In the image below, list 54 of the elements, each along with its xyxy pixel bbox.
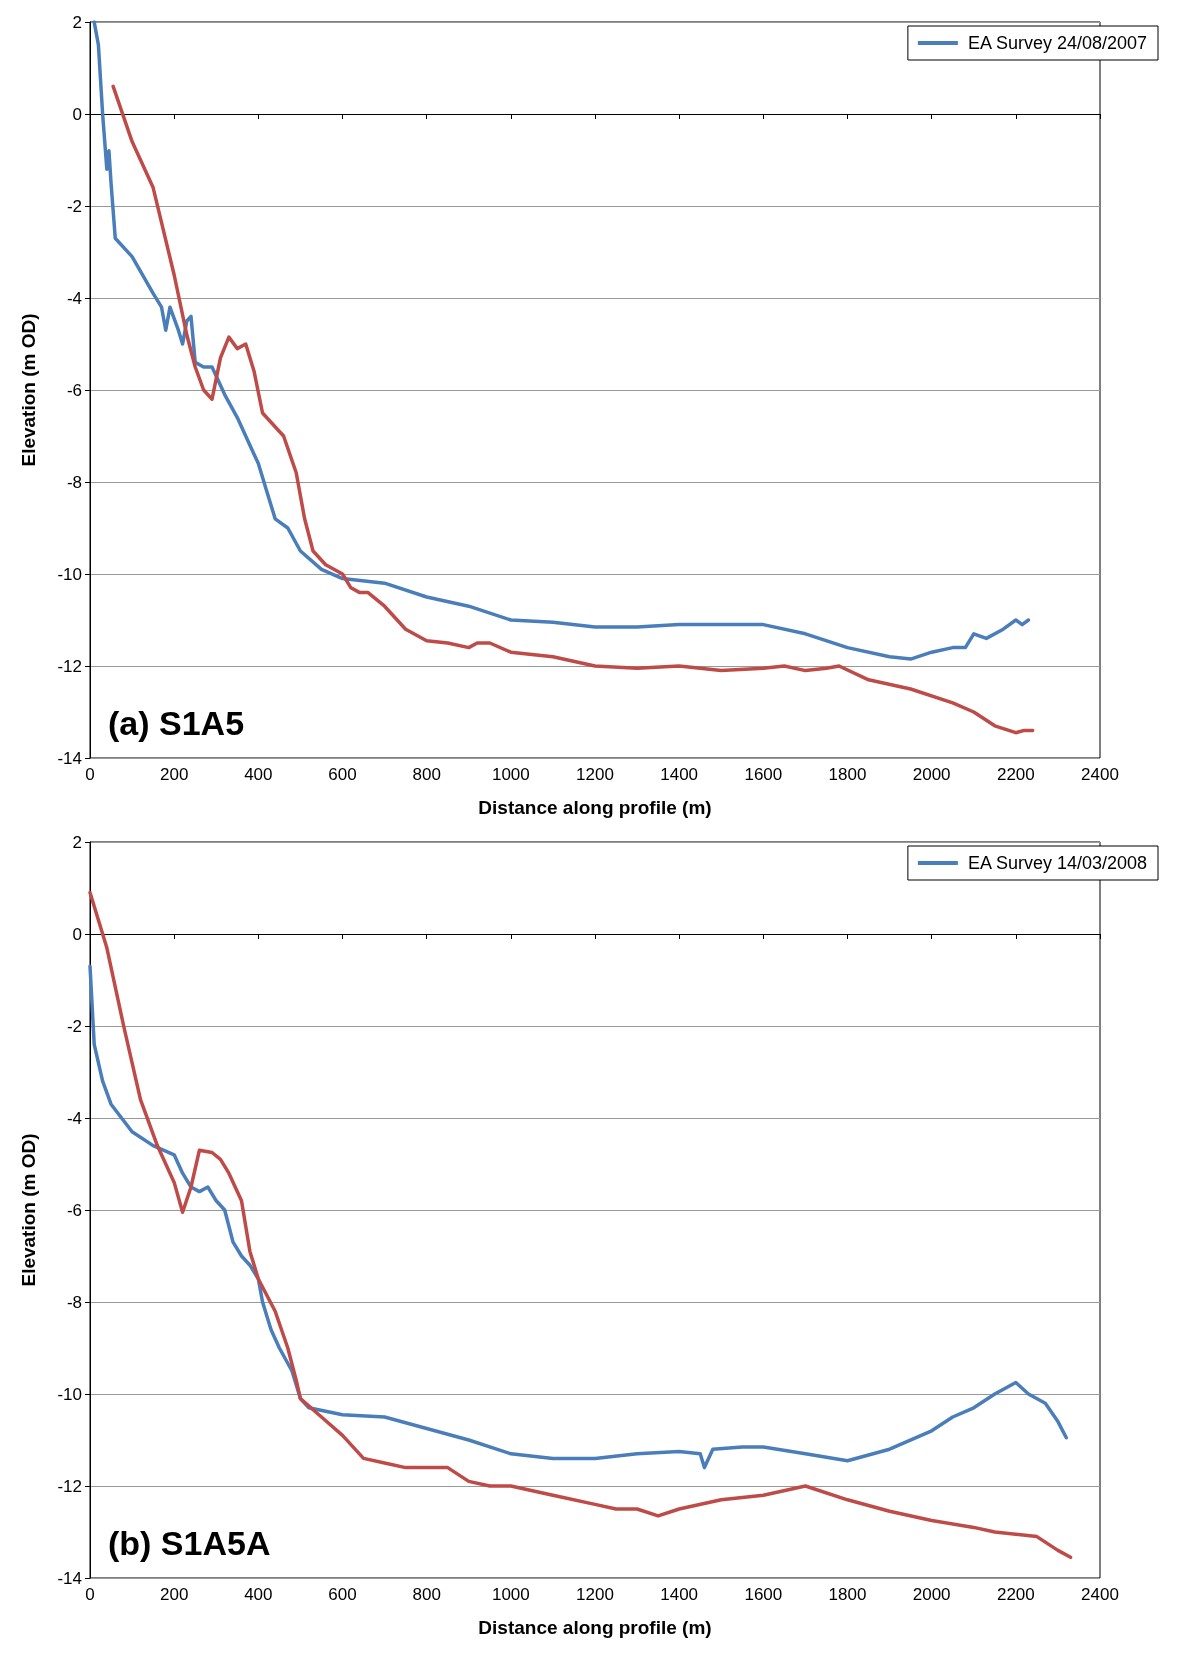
x-tick-label: 1600 <box>744 1585 783 1604</box>
y-tick-label: -12 <box>57 1476 82 1496</box>
y-tick-label: -6 <box>66 1200 82 1220</box>
y-tick-label: -10 <box>57 564 82 584</box>
x-tick-label: 1400 <box>660 1585 699 1604</box>
x-tick-label: 1800 <box>828 765 867 784</box>
x-tick-label: 2000 <box>912 765 951 784</box>
y-tick-label: -14 <box>57 748 82 768</box>
x-tick-label: 400 <box>244 1585 273 1604</box>
x-tick-label: 2200 <box>996 1585 1035 1604</box>
line-series <box>88 890 1073 1560</box>
x-tick-label: 2400 <box>1081 1585 1119 1604</box>
y-axis-title: Elevation (m OD) <box>18 1133 39 1287</box>
y-tick-label: -14 <box>57 1568 82 1588</box>
x-tick-label: 600 <box>328 1585 357 1604</box>
x-tick-label: 1400 <box>660 765 699 784</box>
x-tick-label: 1200 <box>576 765 614 784</box>
annotation: (a) S1A5 <box>108 704 245 742</box>
y-tick-label: -4 <box>66 1108 82 1128</box>
y-tick-label: 0 <box>72 924 82 944</box>
y-tick-label: -2 <box>66 1016 82 1036</box>
x-tick-label: 2000 <box>912 1585 951 1604</box>
y-tick-label: 2 <box>72 832 82 852</box>
y-tick-label: -8 <box>66 472 82 492</box>
x-tick-label: 200 <box>159 1585 189 1604</box>
x-tick-label: 0 <box>85 765 95 784</box>
y-tick-label: -8 <box>66 1292 82 1312</box>
x-tick-label: 1000 <box>491 765 530 784</box>
x-tick-label: 1600 <box>744 765 783 784</box>
y-axis-title: Elevation (m OD) <box>18 313 39 467</box>
x-tick-label: 0 <box>85 1585 95 1604</box>
y-tick-label: -2 <box>66 196 82 216</box>
y-tick-label: -10 <box>57 1384 82 1404</box>
y-tick-label: -4 <box>66 288 82 308</box>
y-tick-label: -6 <box>66 380 82 400</box>
x-tick-label: 1800 <box>828 1585 867 1604</box>
x-tick-label: 2400 <box>1081 765 1119 784</box>
x-tick-label: 2200 <box>996 765 1035 784</box>
annotation: (b) S1A5A <box>108 1524 271 1562</box>
y-tick-label: -12 <box>57 656 82 676</box>
x-axis-title: Distance along profile (m) <box>478 797 712 818</box>
y-tick-label: 2 <box>72 12 82 32</box>
x-tick-label: 200 <box>159 765 189 784</box>
x-tick-label: 800 <box>412 765 441 784</box>
x-axis-title: Distance along profile (m) <box>478 1617 712 1638</box>
legend-label: EA Survey 14/03/2008 <box>967 853 1148 873</box>
x-tick-label: 800 <box>412 1585 441 1604</box>
y-tick-label: 0 <box>72 104 82 124</box>
x-tick-label: 600 <box>328 765 357 784</box>
x-tick-label: 400 <box>244 765 273 784</box>
x-tick-label: 1200 <box>576 1585 614 1604</box>
x-tick-label: 1000 <box>491 1585 530 1604</box>
legend-label: EA Survey 24/08/2007 <box>967 33 1148 53</box>
line-series <box>88 964 1069 1470</box>
